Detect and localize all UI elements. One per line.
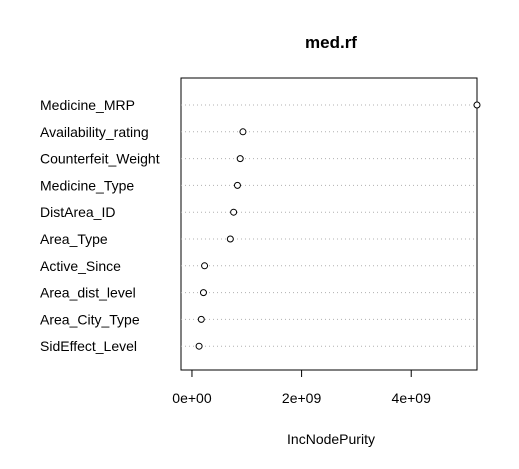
dot-row: Medicine_Type: [40, 177, 477, 193]
dot-row: Area_dist_level: [40, 285, 477, 301]
x-axis: 0e+00 2e+09 4e+09: [172, 369, 432, 406]
category-label: Area_Type: [40, 231, 108, 247]
data-point: [197, 315, 205, 323]
data-point: [233, 181, 241, 189]
category-label: DistArea_ID: [40, 204, 115, 220]
category-label: Area_dist_level: [40, 285, 136, 301]
data-point: [473, 101, 481, 109]
category-label: Medicine_MRP: [40, 97, 135, 113]
chart-title: med.rf: [305, 33, 357, 52]
dot-row: Active_Since: [40, 258, 477, 274]
x-tick-label: 0e+00: [172, 390, 212, 406]
dot-row: Area_City_Type: [40, 311, 477, 327]
dot-row: Counterfeit_Weight: [40, 151, 477, 167]
data-point: [201, 262, 209, 270]
category-label: Availability_rating: [40, 124, 149, 140]
x-axis-label: IncNodePurity: [287, 431, 375, 447]
dot-row: Area_Type: [40, 231, 477, 247]
data-point: [230, 208, 238, 216]
dot-row: DistArea_ID: [40, 204, 477, 220]
dot-row: Availability_rating: [40, 124, 477, 140]
category-label: Medicine_Type: [40, 177, 134, 193]
data-point: [226, 235, 234, 243]
category-label: Active_Since: [40, 258, 121, 274]
data-point: [195, 342, 203, 350]
x-tick-label: 4e+09: [392, 390, 432, 406]
category-label: SidEffect_Level: [40, 338, 137, 354]
data-point: [239, 128, 247, 136]
x-tick-label: 2e+09: [282, 390, 322, 406]
data-point: [199, 289, 207, 297]
dot-row: SidEffect_Level: [40, 338, 477, 354]
dot-row: Medicine_MRP: [40, 97, 481, 113]
plot-frame: [180, 77, 478, 371]
category-label: Area_City_Type: [40, 311, 140, 327]
data-point: [236, 155, 244, 163]
dot-rows: Medicine_MRP Availability_rating Counterfe…: [40, 97, 481, 354]
category-label: Counterfeit_Weight: [40, 151, 160, 167]
